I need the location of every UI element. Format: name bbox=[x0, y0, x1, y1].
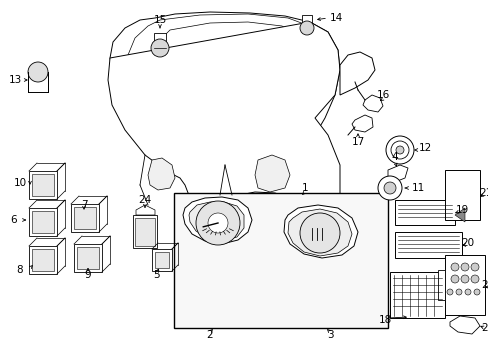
Ellipse shape bbox=[473, 289, 479, 295]
Text: 8: 8 bbox=[17, 265, 23, 275]
Ellipse shape bbox=[446, 289, 452, 295]
Bar bbox=[32, 174, 54, 196]
Ellipse shape bbox=[299, 21, 313, 35]
Polygon shape bbox=[133, 215, 157, 248]
Text: 16: 16 bbox=[376, 90, 389, 100]
Polygon shape bbox=[454, 208, 464, 222]
Polygon shape bbox=[148, 158, 175, 190]
Ellipse shape bbox=[385, 136, 413, 164]
Bar bbox=[32, 249, 54, 271]
Ellipse shape bbox=[383, 182, 395, 194]
Ellipse shape bbox=[151, 39, 169, 57]
Bar bbox=[155, 252, 169, 268]
Ellipse shape bbox=[196, 201, 240, 245]
Bar bbox=[135, 218, 155, 246]
Polygon shape bbox=[284, 205, 357, 258]
Ellipse shape bbox=[390, 141, 408, 159]
Text: 7: 7 bbox=[81, 200, 87, 210]
Ellipse shape bbox=[299, 213, 339, 253]
Polygon shape bbox=[254, 155, 289, 192]
Bar bbox=[74, 244, 102, 272]
Text: 17: 17 bbox=[351, 137, 364, 147]
Ellipse shape bbox=[460, 275, 468, 283]
Polygon shape bbox=[189, 202, 244, 241]
Text: 12: 12 bbox=[418, 143, 431, 153]
Bar bbox=[389, 272, 444, 318]
Bar bbox=[444, 170, 479, 220]
Text: 24: 24 bbox=[138, 195, 151, 205]
Text: 13: 13 bbox=[8, 75, 21, 85]
Polygon shape bbox=[110, 12, 339, 165]
Text: 15: 15 bbox=[153, 15, 166, 25]
Polygon shape bbox=[449, 316, 479, 334]
Ellipse shape bbox=[395, 146, 403, 154]
Bar bbox=[152, 249, 172, 271]
Polygon shape bbox=[136, 205, 155, 215]
Bar bbox=[74, 207, 96, 229]
Text: 18: 18 bbox=[378, 315, 391, 325]
Bar bbox=[29, 246, 57, 274]
Text: 11: 11 bbox=[410, 183, 424, 193]
Text: 3: 3 bbox=[326, 330, 333, 340]
Ellipse shape bbox=[450, 275, 458, 283]
Bar bbox=[77, 247, 99, 269]
Bar bbox=[29, 171, 57, 199]
Polygon shape bbox=[362, 95, 382, 112]
Bar bbox=[437, 270, 444, 300]
Bar bbox=[32, 211, 54, 233]
Text: 21: 21 bbox=[478, 188, 488, 198]
Bar bbox=[71, 204, 99, 232]
Text: 5: 5 bbox=[153, 270, 160, 280]
Polygon shape bbox=[183, 197, 251, 244]
Polygon shape bbox=[387, 165, 407, 182]
Text: 22: 22 bbox=[480, 280, 488, 290]
Text: 19: 19 bbox=[454, 205, 468, 215]
Polygon shape bbox=[339, 52, 374, 95]
Text: 9: 9 bbox=[84, 270, 91, 280]
Ellipse shape bbox=[455, 289, 461, 295]
Bar bbox=[154, 33, 165, 48]
Ellipse shape bbox=[470, 275, 478, 283]
Text: 2: 2 bbox=[206, 330, 213, 340]
Text: 10: 10 bbox=[13, 178, 26, 188]
Ellipse shape bbox=[450, 263, 458, 271]
Bar bbox=[394, 200, 454, 225]
Bar bbox=[28, 72, 48, 92]
Polygon shape bbox=[351, 115, 372, 132]
Bar bbox=[174, 193, 387, 328]
Bar bbox=[394, 232, 461, 258]
Ellipse shape bbox=[28, 62, 48, 82]
Text: 1: 1 bbox=[301, 183, 307, 193]
Ellipse shape bbox=[207, 213, 227, 233]
Polygon shape bbox=[287, 209, 351, 256]
Bar bbox=[302, 15, 311, 28]
Ellipse shape bbox=[377, 176, 401, 200]
Polygon shape bbox=[108, 22, 339, 215]
Text: 23: 23 bbox=[480, 323, 488, 333]
Ellipse shape bbox=[470, 263, 478, 271]
Text: 14: 14 bbox=[329, 13, 342, 23]
Text: 20: 20 bbox=[461, 238, 473, 248]
Bar bbox=[29, 208, 57, 236]
Text: 4: 4 bbox=[391, 152, 398, 162]
Ellipse shape bbox=[464, 289, 470, 295]
Ellipse shape bbox=[460, 263, 468, 271]
Bar bbox=[444, 255, 484, 315]
Text: 6: 6 bbox=[11, 215, 17, 225]
